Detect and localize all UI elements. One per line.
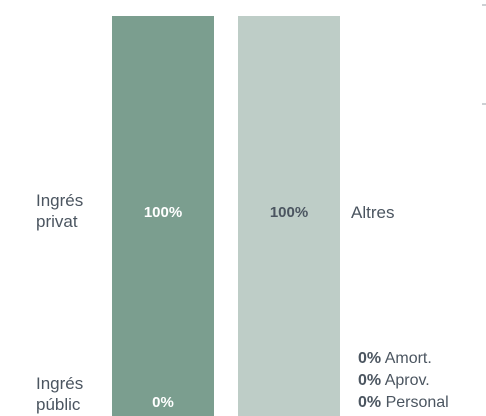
label-ingres-public-line1: Ingrés xyxy=(36,374,84,393)
label-ingres-privat-line1: Ingrés xyxy=(36,191,84,210)
value-label-public: 0% xyxy=(152,394,174,411)
personal-name: Personal xyxy=(385,394,449,411)
amort-name: Amort. xyxy=(384,350,432,367)
label-ingres-privat-line2: privat xyxy=(36,212,78,231)
aprov-name: Aprov. xyxy=(384,372,430,389)
label-altres: Altres xyxy=(351,203,395,222)
personal-pct: 0% xyxy=(358,394,382,411)
label-ingres-public-line2: públic xyxy=(36,395,81,414)
label-ingres-privat: Ingrés privat xyxy=(36,190,83,232)
amort-pct: 0% xyxy=(358,350,382,367)
label-amort: 0% Amort. xyxy=(358,349,432,368)
bar-col0-seg-ingr-s-privat xyxy=(112,16,214,416)
aprov-pct: 0% xyxy=(358,372,382,389)
label-personal: 0% Personal xyxy=(358,393,449,412)
bar-col1-seg-altres xyxy=(238,16,340,416)
label-ingres-public: Ingrés públic xyxy=(36,373,83,415)
label-aprov: 0% Aprov. xyxy=(358,371,430,390)
value-label-privat: 100% xyxy=(143,204,183,221)
value-label-altres: 100% xyxy=(269,204,309,221)
